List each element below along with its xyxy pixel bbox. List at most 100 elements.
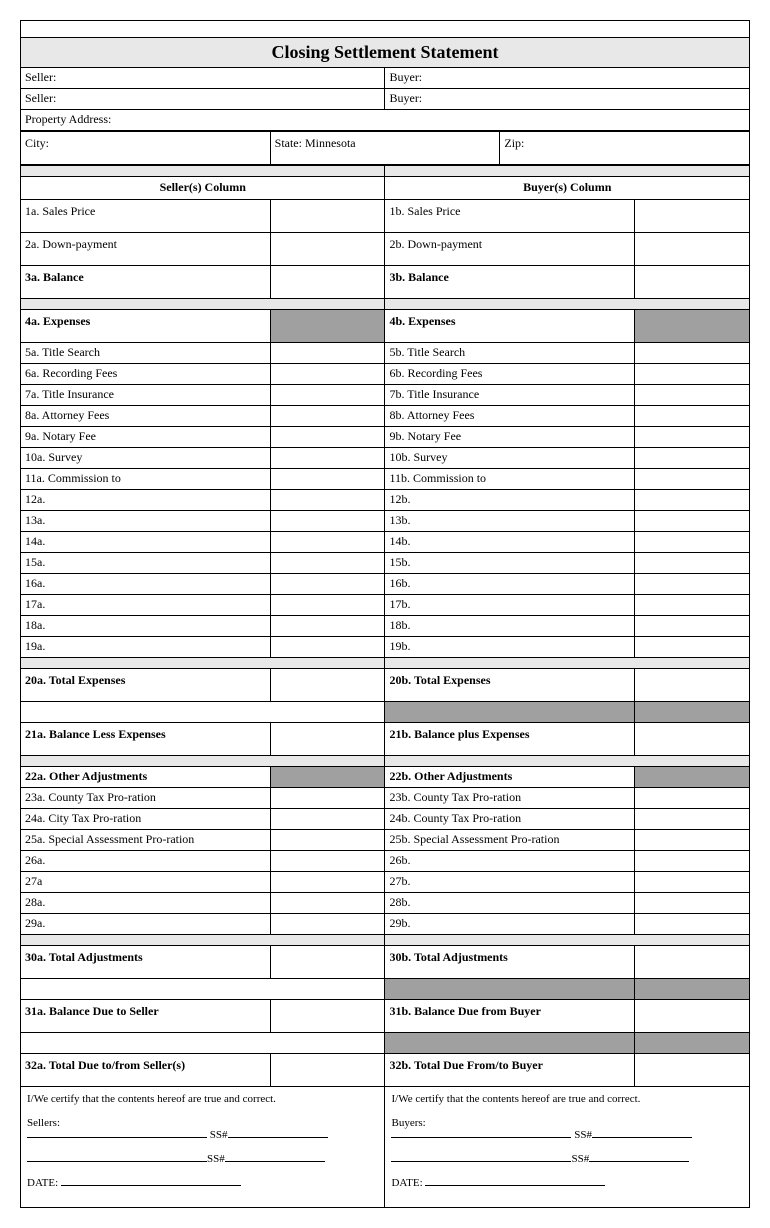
state-label: State: Minnesota	[270, 132, 500, 165]
val-30a	[270, 946, 385, 979]
val-9b	[635, 427, 750, 448]
val-9a	[270, 427, 385, 448]
val-32a	[270, 1054, 385, 1087]
val-7a	[270, 385, 385, 406]
row-15a: 15a.	[21, 553, 271, 574]
val-2a	[270, 233, 385, 266]
val-10a	[270, 448, 385, 469]
row-1a: 1a. Sales Price	[21, 200, 271, 233]
ss-label-1: SS#	[210, 1129, 228, 1141]
row-24b: 24b. County Tax Pro-ration	[385, 809, 635, 830]
row-7a: 7a. Title Insurance	[21, 385, 271, 406]
val-23b	[635, 788, 750, 809]
row-12a: 12a.	[21, 490, 271, 511]
seller-buyer-row-1: Seller: Buyer:	[21, 68, 750, 89]
buyers-label: Buyers:	[391, 1117, 425, 1129]
val-28b	[635, 893, 750, 914]
ss-label-3: SS#	[574, 1129, 592, 1141]
row-5a: 5a. Title Search	[21, 343, 271, 364]
row-32a: 32a. Total Due to/from Seller(s)	[21, 1054, 271, 1087]
val-23a	[270, 788, 385, 809]
val-15b	[635, 553, 750, 574]
val-18b	[635, 616, 750, 637]
row-5b: 5b. Title Search	[385, 343, 635, 364]
row-2a: 2a. Down-payment	[21, 233, 271, 266]
row-14a: 14a.	[21, 532, 271, 553]
val-22b	[635, 767, 750, 788]
main-table: Closing Settlement Statement Seller: Buy…	[20, 20, 750, 131]
sellers-label: Sellers:	[27, 1117, 60, 1129]
row-9a: 9a. Notary Fee	[21, 427, 271, 448]
row-26b: 26b.	[385, 851, 635, 872]
row-20b: 20b. Total Expenses	[385, 669, 635, 702]
val-5a	[270, 343, 385, 364]
seller-ss-line-1	[228, 1137, 328, 1138]
val-30b	[635, 946, 750, 979]
row-7b: 7b. Title Insurance	[385, 385, 635, 406]
val-15a	[270, 553, 385, 574]
val-25a	[270, 830, 385, 851]
row-31b: 31b. Balance Due from Buyer	[385, 1000, 635, 1033]
seller-date-label: DATE:	[27, 1177, 58, 1189]
ss-label-4: SS#	[571, 1153, 589, 1165]
row-13a: 13a.	[21, 511, 271, 532]
val-6b	[635, 364, 750, 385]
val-8b	[635, 406, 750, 427]
row-22a: 22a. Other Adjustments	[21, 767, 271, 788]
row-10b: 10b. Survey	[385, 448, 635, 469]
row-25b: 25b. Special Assessment Pro-ration	[385, 830, 635, 851]
row-19a: 19a.	[21, 637, 271, 658]
val-19a	[270, 637, 385, 658]
buyer-sig-line-2	[391, 1161, 571, 1162]
row-19b: 19b.	[385, 637, 635, 658]
val-18a	[270, 616, 385, 637]
closing-settlement-document: Closing Settlement Statement Seller: Buy…	[20, 20, 750, 1208]
val-21a	[270, 723, 385, 756]
row-20a: 20a. Total Expenses	[21, 669, 271, 702]
val-12a	[270, 490, 385, 511]
row-23b: 23b. County Tax Pro-ration	[385, 788, 635, 809]
val-14b	[635, 532, 750, 553]
seller-column-header: Seller(s) Column	[21, 177, 385, 200]
val-29b	[635, 914, 750, 935]
seller-ss-line-2	[225, 1161, 325, 1162]
seller-cert-text: I/We certify that the contents hereof ar…	[27, 1093, 378, 1105]
row-6b: 6b. Recording Fees	[385, 364, 635, 385]
row-28b: 28b.	[385, 893, 635, 914]
row-8b: 8b. Attorney Fees	[385, 406, 635, 427]
val-17a	[270, 595, 385, 616]
buyer-ss-line-2	[589, 1161, 689, 1162]
row-15b: 15b.	[385, 553, 635, 574]
val-24a	[270, 809, 385, 830]
seller1-label: Seller:	[21, 68, 385, 89]
val-1b	[635, 200, 750, 233]
val-27b	[635, 872, 750, 893]
val-1a	[270, 200, 385, 233]
seller2-label: Seller:	[21, 89, 385, 110]
row-2b: 2b. Down-payment	[385, 233, 635, 266]
row-14b: 14b.	[385, 532, 635, 553]
row-28a: 28a.	[21, 893, 271, 914]
row-29a: 29a.	[21, 914, 271, 935]
row-11a: 11a. Commission to	[21, 469, 271, 490]
row-12b: 12b.	[385, 490, 635, 511]
val-13a	[270, 511, 385, 532]
val-12b	[635, 490, 750, 511]
row-3b: 3b. Balance	[385, 266, 635, 299]
val-20b	[635, 669, 750, 702]
val-7b	[635, 385, 750, 406]
property-label: Property Address:	[21, 110, 750, 131]
val-13b	[635, 511, 750, 532]
row-16b: 16b.	[385, 574, 635, 595]
row-17b: 17b.	[385, 595, 635, 616]
document-title: Closing Settlement Statement	[21, 38, 750, 68]
val-22a	[270, 767, 385, 788]
val-2b	[635, 233, 750, 266]
buyer1-label: Buyer:	[385, 68, 750, 89]
val-6a	[270, 364, 385, 385]
val-8a	[270, 406, 385, 427]
row-17a: 17a.	[21, 595, 271, 616]
val-3b	[635, 266, 750, 299]
row-32b: 32b. Total Due From/to Buyer	[385, 1054, 635, 1087]
val-10b	[635, 448, 750, 469]
